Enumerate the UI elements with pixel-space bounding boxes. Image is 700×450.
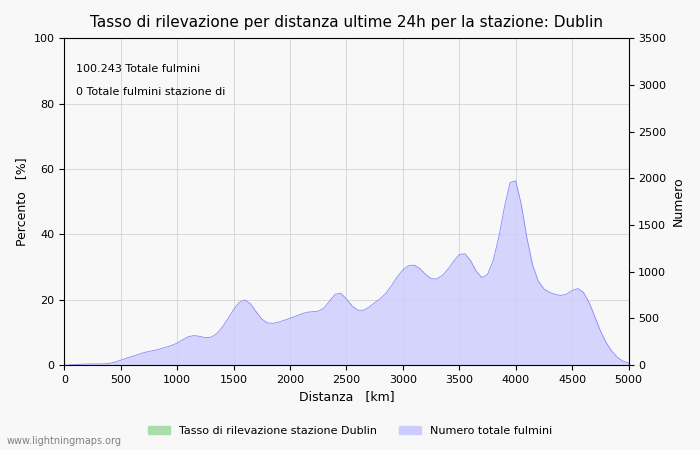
- Y-axis label: Percento   [%]: Percento [%]: [15, 158, 28, 246]
- Y-axis label: Numero: Numero: [672, 177, 685, 226]
- Text: 100.243 Totale fulmini: 100.243 Totale fulmini: [76, 64, 200, 74]
- Legend: Tasso di rilevazione stazione Dublin, Numero totale fulmini: Tasso di rilevazione stazione Dublin, Nu…: [144, 421, 556, 440]
- Title: Tasso di rilevazione per distanza ultime 24h per la stazione: Dublin: Tasso di rilevazione per distanza ultime…: [90, 15, 603, 30]
- Text: 0 Totale fulmini stazione di: 0 Totale fulmini stazione di: [76, 87, 225, 97]
- Text: www.lightningmaps.org: www.lightningmaps.org: [7, 436, 122, 446]
- X-axis label: Distanza   [km]: Distanza [km]: [299, 391, 394, 404]
